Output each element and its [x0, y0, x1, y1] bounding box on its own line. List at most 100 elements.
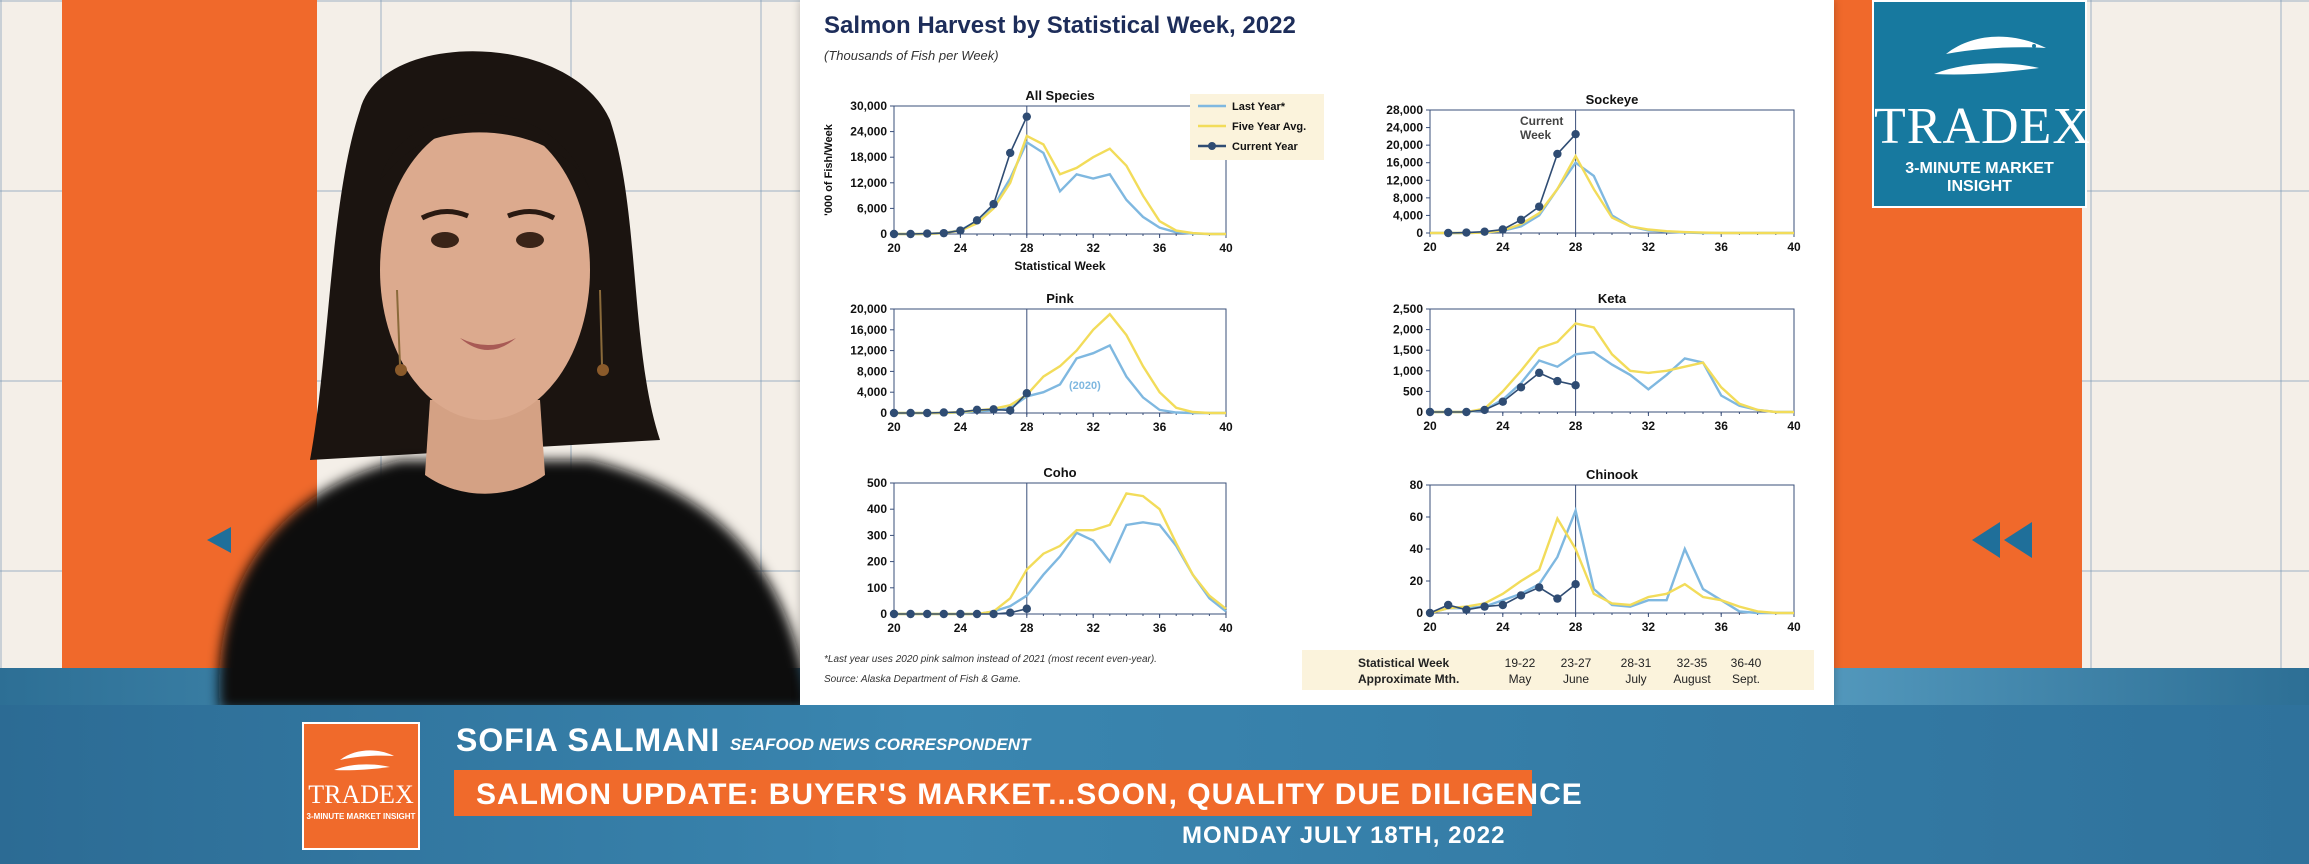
- current-year-point: [889, 229, 899, 239]
- current-year-point: [1571, 381, 1580, 390]
- legend: [1190, 94, 1324, 160]
- x-tick-label: 24: [1496, 620, 1510, 634]
- x-tick-label: 24: [954, 621, 968, 635]
- week-range: 32-35: [1676, 656, 1708, 670]
- small-logo-tagline: 3-MINUTE MARKET INSIGHT: [306, 812, 416, 821]
- legend-swatch-point: [1208, 142, 1216, 150]
- current-year-point: [1480, 227, 1489, 236]
- headline-bar: SALMON UPDATE: BUYER'S MARKET...SOON, QU…: [454, 770, 1582, 816]
- x-tick-label: 24: [1496, 419, 1510, 433]
- current-year-point: [1498, 225, 1507, 234]
- plot-frame: [893, 482, 1227, 615]
- footnote-last-year: *Last year uses 2020 pink salmon instead…: [824, 654, 1157, 665]
- y-tick-label: 4,000: [1393, 208, 1423, 222]
- reporter-role: SEAFOOD NEWS CORRESPONDENT: [730, 735, 1031, 754]
- y-tick-label: 20: [1410, 574, 1424, 588]
- current-year-point: [1553, 376, 1562, 386]
- x-tick-label: 24: [954, 420, 968, 434]
- y-tick-label: 1,000: [1393, 364, 1423, 378]
- chart-keta: [1425, 308, 1795, 417]
- y-tick-label: 2,500: [1393, 302, 1423, 316]
- current-year-point: [1553, 149, 1562, 159]
- x-tick-label: 40: [1219, 241, 1233, 255]
- x-tick-label: 36: [1715, 620, 1729, 634]
- legend-entry: Current Year: [1232, 141, 1299, 153]
- x-tick-label: 40: [1787, 240, 1801, 254]
- current-year-point: [906, 229, 915, 239]
- x-tick-label: 20: [1423, 620, 1437, 634]
- presenter-video: [219, 51, 810, 710]
- chart-title: Chinook: [1586, 467, 1639, 482]
- y-tick-label: 0: [880, 227, 887, 241]
- x-tick-label: 40: [1787, 419, 1801, 433]
- current-year-point: [1006, 608, 1015, 617]
- current-year-point: [1006, 148, 1015, 158]
- current-year-point: [972, 609, 982, 619]
- x-tick-label: 40: [1219, 621, 1233, 635]
- x-tick-label: 28: [1020, 621, 1034, 635]
- y-tick-label: 8,000: [857, 364, 887, 378]
- plot-frame: [893, 308, 1227, 414]
- week-range: 36-40: [1730, 656, 1762, 670]
- week-range: 19-22: [1504, 656, 1536, 670]
- current-year-point: [1022, 112, 1031, 121]
- current-year-point: [939, 228, 948, 238]
- y-tick-label: 500: [867, 476, 887, 490]
- month-name: June: [1562, 672, 1590, 686]
- series-line-five-year-avg: [1429, 515, 1794, 615]
- y-tick-label: 12,000: [850, 344, 887, 358]
- x-tick-label: 36: [1153, 621, 1167, 635]
- statistical-week-table: Statistical Week Approximate Mth. 19-22 …: [1302, 650, 1814, 690]
- current-year-point: [1516, 591, 1526, 600]
- series-line-last-year: [894, 521, 1227, 616]
- series-line-five-year-avg: [894, 492, 1227, 616]
- y-tick-label: 20,000: [850, 302, 887, 316]
- y-tick-label: 0: [1416, 405, 1423, 419]
- current-year-point: [1571, 129, 1580, 139]
- chart-sheet: Salmon Harvest by Statistical Week, 2022…: [800, 0, 1834, 705]
- fish-logo-icon: [334, 750, 394, 771]
- current-year-point: [956, 407, 965, 417]
- series-line-current-year: [1448, 133, 1577, 234]
- y-tick-label: 0: [1416, 226, 1423, 240]
- y-tick-label: 0: [1416, 606, 1423, 620]
- pink-2020-annotation: (2020): [1069, 380, 1101, 392]
- series-line-five-year-avg: [1430, 322, 1794, 414]
- month-name: August: [1673, 672, 1711, 686]
- y-tick-label: 16,000: [1386, 156, 1423, 170]
- logo-wordmark: TRADEX: [1874, 98, 2091, 155]
- x-tick-label: 36: [1715, 419, 1729, 433]
- y-tick-label: 60: [1410, 510, 1424, 524]
- current-year-point: [1462, 228, 1471, 237]
- series-line-last-year: [1429, 506, 1794, 615]
- current-year-point: [989, 405, 998, 414]
- x-tick-label: 20: [887, 420, 901, 434]
- chart-title: Coho: [1043, 465, 1076, 480]
- reporter-name: SOFIA SALMANI: [456, 722, 721, 758]
- month-row-label: Approximate Mth.: [1358, 672, 1460, 686]
- current-week-annotation: Current: [1520, 114, 1563, 128]
- y-tick-label: 24,000: [850, 125, 887, 139]
- x-tick-label: 36: [1153, 241, 1167, 255]
- y-tick-label: 0: [880, 406, 887, 420]
- x-tick-label: 32: [1087, 621, 1101, 635]
- y-tick-label: 0: [880, 607, 887, 621]
- current-year-point: [906, 408, 915, 418]
- y-tick-label: 28,000: [1386, 103, 1423, 117]
- current-year-point: [889, 408, 899, 418]
- plot-frame: [893, 105, 1227, 235]
- current-year-point: [1516, 215, 1526, 225]
- broadcast-date: MONDAY JULY 18TH, 2022: [1182, 822, 1506, 849]
- week-range: 23-27: [1560, 656, 1592, 670]
- chart-sheet-title: Salmon Harvest by Statistical Week, 2022: [824, 12, 1296, 39]
- x-tick-label: 32: [1642, 620, 1656, 634]
- rewind-icon: [1972, 522, 2032, 558]
- current-year-point: [1480, 602, 1489, 611]
- series-line-five-year-avg: [894, 312, 1226, 415]
- current-year-point: [989, 609, 998, 619]
- month-name: Sept.: [1731, 672, 1761, 686]
- current-year-point: [1425, 608, 1435, 618]
- headline-text: SALMON UPDATE: BUYER'S MARKET...SOON, QU…: [476, 778, 1583, 811]
- logo-tagline: 3-MINUTE MARKET INSIGHT: [1905, 160, 2054, 195]
- current-year-point: [923, 408, 932, 418]
